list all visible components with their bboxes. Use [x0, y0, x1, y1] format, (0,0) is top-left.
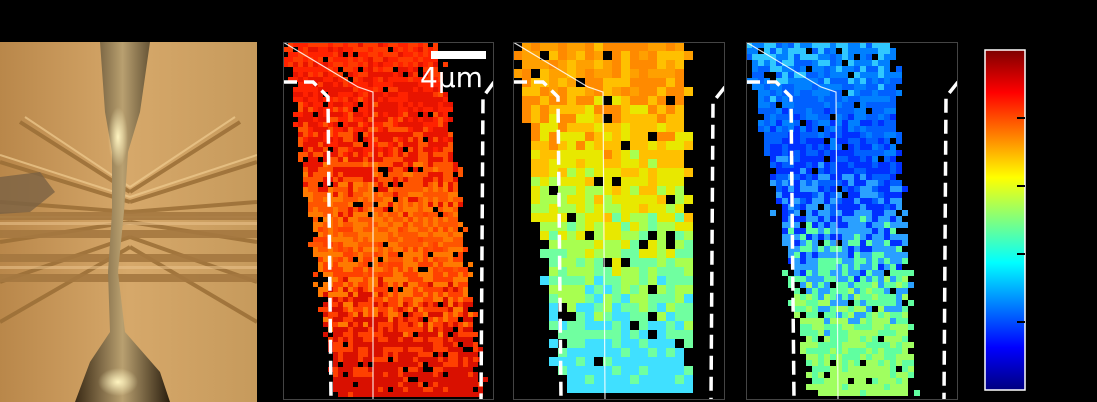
- heatmap-panel-3: [746, 42, 958, 400]
- heatmap-panel-2: [513, 42, 725, 400]
- channel-outline-left: [283, 80, 333, 400]
- channel-outline-right: [942, 80, 958, 400]
- colorbar: [984, 49, 1026, 391]
- channel-outline-left: [746, 80, 796, 400]
- device-micrograph: [0, 42, 257, 402]
- wire-outline: [746, 42, 839, 400]
- scale-bar: [431, 51, 486, 59]
- channel-outline-left: [513, 80, 563, 400]
- wire-outline: [513, 42, 606, 400]
- scale-bar-label: 4μm: [420, 61, 483, 94]
- channel-outline-right: [479, 80, 494, 400]
- colorbar-gradient: [984, 49, 1026, 391]
- heatmap-panel-1: [283, 42, 494, 400]
- channel-outline-right: [709, 85, 725, 400]
- wire-outline: [283, 42, 374, 400]
